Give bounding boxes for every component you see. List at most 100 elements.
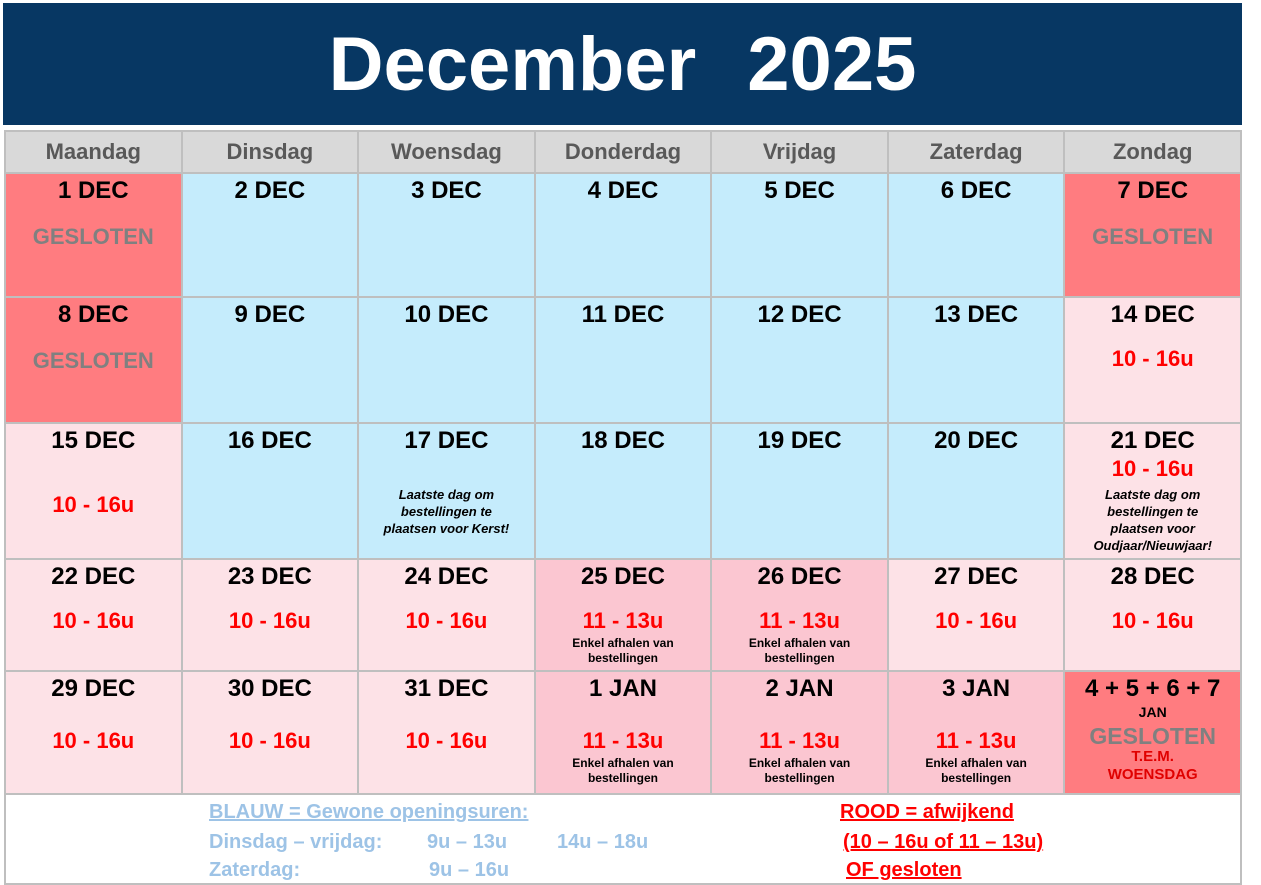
day-small: Enkel afhalen van bestellingen	[925, 756, 1027, 785]
legend-red-title: ROOD = afwijkend	[840, 801, 1014, 823]
day-cell: 31 DEC 10 - 16u	[357, 670, 536, 795]
day-cell: 11 DEC	[533, 296, 713, 424]
day-date: 19 DEC	[757, 427, 842, 454]
day-hours: 11 - 13u	[759, 728, 840, 753]
day-date: 4 DEC	[587, 177, 659, 204]
day-hours: 10 - 16u	[1111, 456, 1194, 481]
weekday-header: Vrijdag	[710, 130, 889, 174]
weekday-header: Maandag	[4, 130, 183, 174]
day-cell: 1 JAN 11 - 13u Enkel afhalen van bestellin…	[533, 670, 713, 795]
day-closed: GESLOTEN	[32, 224, 154, 249]
day-date: 15 DEC	[51, 427, 136, 454]
day-cell: 8 DEC GESLOTEN	[4, 296, 183, 424]
day-closed: GESLOTEN	[1089, 723, 1216, 749]
day-cell: 16 DEC	[180, 422, 360, 560]
day-date: 2 JAN	[765, 675, 834, 702]
day-hours: 10 - 16u	[935, 608, 1018, 633]
day-date: 20 DEC	[934, 427, 1019, 454]
day-cell: 14 DEC 10 - 16u	[1063, 296, 1242, 424]
day-hours: 10 - 16u	[405, 608, 488, 633]
day-cell: 19 DEC	[710, 422, 889, 560]
day-cell: 25 DEC 11 - 13u Enkel afhalen van bestelli…	[533, 558, 713, 672]
legend-saturday-label: Zaterdag:	[209, 859, 301, 881]
day-cell: 21 DEC 10 - 16u Laatste dag om bestellinge…	[1063, 422, 1242, 560]
day-date: 4 + 5 + 6 + 7	[1084, 675, 1221, 702]
day-sub: JAN	[1138, 704, 1167, 720]
day-date: 29 DEC	[51, 675, 136, 702]
day-date: 16 DEC	[227, 427, 312, 454]
day-hours: 10 - 16u	[52, 728, 135, 753]
day-cell: 28 DEC 10 - 16u	[1063, 558, 1242, 672]
page-title: December 2025	[3, 3, 1242, 125]
day-date: 3 DEC	[411, 177, 482, 204]
day-cell: 6 DEC	[886, 172, 1066, 298]
day-date: 30 DEC	[227, 675, 312, 702]
day-hours: 10 - 16u	[228, 728, 311, 753]
legend-red-hours: (10 – 16u of 11 – 13u)	[843, 831, 1044, 853]
day-date: 23 DEC	[227, 563, 312, 590]
day-cell: 22 DEC 10 - 16u	[4, 558, 183, 672]
day-closed: GESLOTEN	[1092, 224, 1214, 249]
day-cell: 24 DEC 10 - 16u	[357, 558, 536, 672]
day-date: 31 DEC	[404, 675, 489, 702]
calendar-grid: Maandag Dinsdag Woensdag Donderdag Vrijdag Za…	[4, 130, 1242, 885]
day-closed: GESLOTEN	[32, 348, 154, 373]
day-hours: 11 - 13u	[582, 608, 664, 633]
day-date: 17 DEC	[404, 427, 489, 454]
day-hours: 11 - 13u	[935, 728, 1017, 753]
day-date: 11 DEC	[581, 301, 665, 328]
day-date: 5 DEC	[764, 177, 835, 204]
day-cell: 4 DEC	[533, 172, 713, 298]
week-row: 22 DEC 10 - 16u 23 DEC 10 - 16u 24 DEC 10 - 1…	[4, 558, 1242, 672]
day-cell: 9 DEC	[180, 296, 360, 424]
day-small: Enkel afhalen van bestellingen	[748, 756, 851, 785]
day-small: Enkel afhalen van bestellingen	[572, 756, 674, 785]
day-date: 9 DEC	[234, 301, 306, 328]
day-cell: 5 DEC	[710, 172, 889, 298]
legend: BLAUW = Gewone openingsuren: Dinsdag – v…	[4, 793, 1242, 885]
day-date: 13 DEC	[934, 301, 1019, 328]
day-cell: 10 DEC	[357, 296, 536, 424]
day-hours: 10 - 16u	[1111, 346, 1194, 371]
week-row: 15 DEC 10 - 16u 16 DEC 17 DEC Laatste dag om…	[4, 422, 1242, 560]
legend-blue-title: BLAUW = Gewone openingsuren:	[209, 801, 529, 823]
day-date: 22 DEC	[51, 563, 136, 590]
day-hours: 11 - 13u	[759, 608, 840, 633]
day-date: 28 DEC	[1110, 563, 1195, 590]
day-date: 7 DEC	[1117, 177, 1189, 204]
day-date: 26 DEC	[757, 563, 842, 590]
day-cell: 3 DEC	[357, 172, 536, 298]
day-hours: 10 - 16u	[52, 492, 135, 517]
day-cell: 27 DEC 10 - 16u	[886, 558, 1066, 672]
day-note: Laatste dag om bestellingen te plaatsen …	[1093, 487, 1212, 553]
day-cell: 29 DEC 10 - 16u	[4, 670, 183, 795]
day-cell: 30 DEC 10 - 16u	[180, 670, 360, 795]
day-date: 3 JAN	[942, 675, 1011, 702]
day-date: 18 DEC	[580, 427, 665, 454]
legend-weekday-hours-afternoon: 14u – 18u	[557, 831, 649, 853]
day-hours: 10 - 16u	[228, 608, 311, 633]
day-cell: 17 DEC Laatste dag om bestellingen te pla…	[357, 422, 536, 560]
day-date: 27 DEC	[934, 563, 1019, 590]
day-cell: 12 DEC	[710, 296, 889, 424]
week-row: 8 DEC GESLOTEN 9 DEC 10 DEC 11 DEC 12 DEC 13 D…	[4, 296, 1242, 424]
weekday-header: Dinsdag	[180, 130, 360, 174]
day-date: 25 DEC	[580, 563, 665, 590]
day-date: 8 DEC	[57, 301, 129, 328]
day-date: 10 DEC	[404, 301, 489, 328]
week-row: 29 DEC 10 - 16u 30 DEC 10 - 16u 31 DEC 10 - 1…	[4, 670, 1242, 795]
day-cell: 20 DEC	[886, 422, 1066, 560]
day-date: 14 DEC	[1110, 301, 1195, 328]
day-cell: 2 JAN 11 - 13u Enkel afhalen van bestellin…	[710, 670, 889, 795]
weekday-header: Woensdag	[357, 130, 536, 174]
day-cell: 18 DEC	[533, 422, 713, 560]
legend-red-closed: OF gesloten	[846, 859, 962, 881]
day-hours: 10 - 16u	[405, 728, 488, 753]
day-cell: 1 DEC GESLOTEN	[4, 172, 183, 298]
day-cell: 23 DEC 10 - 16u	[180, 558, 360, 672]
legend-saturday-hours: 9u – 16u	[429, 859, 510, 881]
day-red: T.E.M. WOENSDAG	[1107, 748, 1198, 783]
week-row: 1 DEC GESLOTEN 2 DEC 3 DEC 4 DEC 5 DEC 6 DEC 7 …	[4, 172, 1242, 298]
weekday-header: Zondag	[1063, 130, 1242, 174]
day-cell: 7 DEC GESLOTEN	[1063, 172, 1242, 298]
